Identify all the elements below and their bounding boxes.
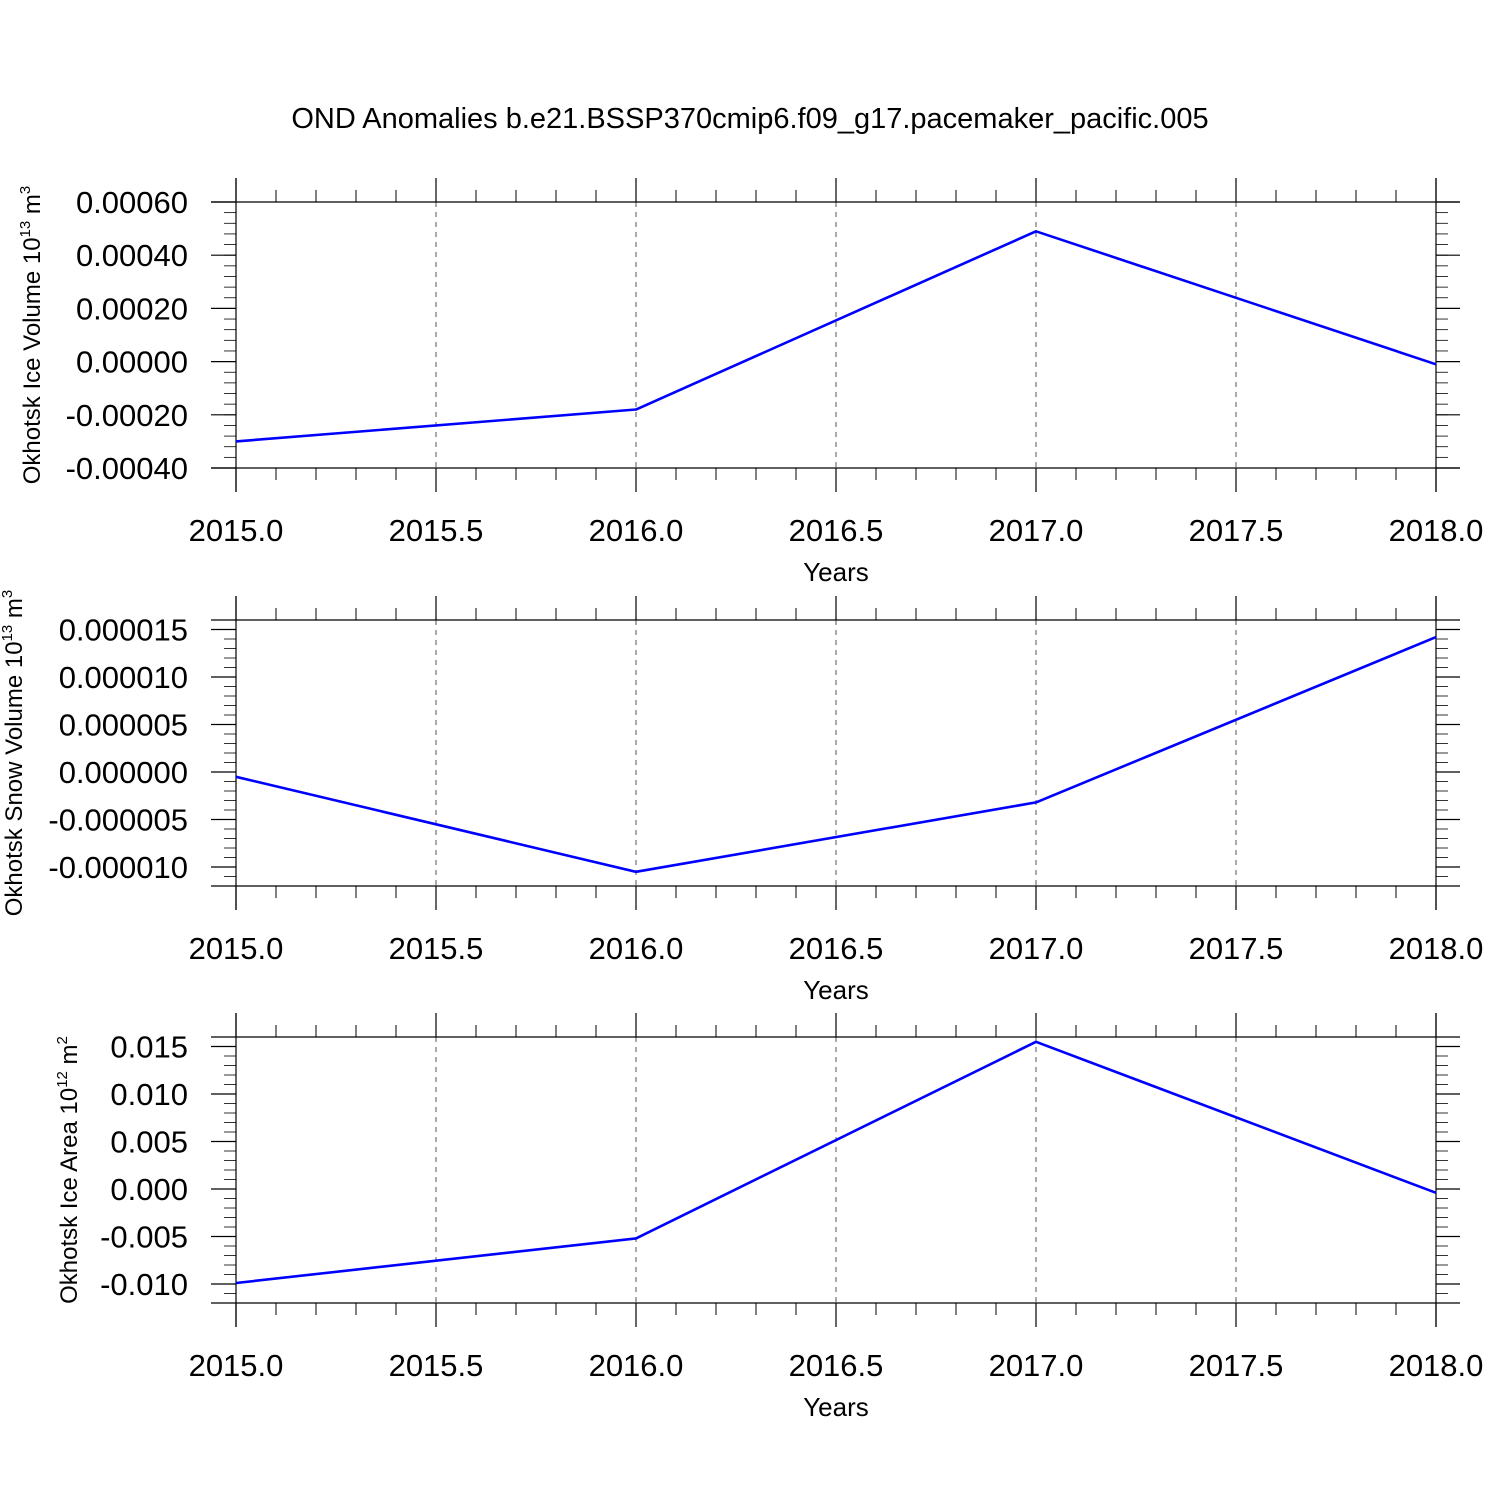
y-tick-label: 0.000 bbox=[110, 1172, 188, 1207]
x-tick-label: 2015.5 bbox=[389, 931, 484, 966]
series-line bbox=[235, 635, 1437, 874]
x-tick-label: 2016.5 bbox=[789, 931, 884, 966]
x-tick-label: 2016.0 bbox=[589, 513, 684, 548]
x-tick-label: 2018.0 bbox=[1389, 513, 1484, 548]
x-tick-label: 2017.5 bbox=[1189, 513, 1284, 548]
y-tick-label: 0.005 bbox=[110, 1125, 188, 1160]
chart-panel-3: -0.010 -0.005 0.000 0.005 0.010 0.015 2015.0 20… bbox=[54, 1013, 1483, 1422]
y-tick-label: 0.000005 bbox=[59, 708, 188, 743]
x-tick-label: 2016.0 bbox=[589, 1348, 684, 1383]
series-line bbox=[235, 1040, 1437, 1285]
y-tick-label: -0.00020 bbox=[66, 398, 188, 433]
y-tick-label: -0.000010 bbox=[48, 850, 188, 885]
x-axis-title: Years bbox=[803, 975, 869, 1005]
y-tick-label: -0.005 bbox=[100, 1220, 188, 1255]
y-tick-label: 0.00000 bbox=[76, 345, 188, 380]
x-tick-label: 2015.0 bbox=[189, 1348, 284, 1383]
x-tick-label: 2017.5 bbox=[1189, 1348, 1284, 1383]
x-tick-label: 2016.0 bbox=[589, 931, 684, 966]
y-tick-label: 0.000015 bbox=[59, 613, 188, 648]
y-tick-label: 0.00040 bbox=[76, 238, 188, 273]
x-tick-label: 2017.5 bbox=[1189, 931, 1284, 966]
y-tick-label: 0.010 bbox=[110, 1077, 188, 1112]
y-tick-label: 0.000010 bbox=[59, 660, 188, 695]
y-tick-label: -0.00040 bbox=[66, 451, 188, 486]
y-axis-title: Okhotsk Ice Volume 1013 m3 bbox=[17, 186, 46, 485]
x-axis-title: Years bbox=[803, 1392, 869, 1422]
x-axis-title: Years bbox=[803, 557, 869, 587]
x-tick-label: 2015.5 bbox=[389, 1348, 484, 1383]
y-tick-label: 0.000000 bbox=[59, 755, 188, 790]
y-tick-label: 0.00020 bbox=[76, 291, 188, 326]
series-line bbox=[235, 230, 1437, 443]
panels: -0.00040 -0.00020 0.00000 0.00020 0.00040 0.0… bbox=[0, 178, 1483, 1422]
chart-panel-1: -0.00040 -0.00020 0.00000 0.00020 0.00040 0.0… bbox=[17, 178, 1483, 587]
x-tick-label: 2017.0 bbox=[989, 931, 1084, 966]
y-tick-label: -0.010 bbox=[100, 1267, 188, 1302]
y-tick-label: -0.000005 bbox=[48, 803, 188, 838]
chart-panel-2: -0.000010 -0.000005 0.000000 0.000005 0.0000… bbox=[0, 590, 1483, 1005]
x-tick-label: 2016.5 bbox=[789, 513, 884, 548]
x-tick-label: 2016.5 bbox=[789, 1348, 884, 1383]
y-axis-title: Okhotsk Ice Area 1012 m2 bbox=[54, 1036, 83, 1304]
x-tick-label: 2015.0 bbox=[189, 513, 284, 548]
x-tick-label: 2017.0 bbox=[989, 513, 1084, 548]
x-tick-label: 2017.0 bbox=[989, 1348, 1084, 1383]
y-tick-label: 0.00060 bbox=[76, 185, 188, 220]
figure-title: OND Anomalies b.e21.BSSP370cmip6.f09_g17… bbox=[291, 103, 1208, 135]
y-axis-title: Okhotsk Snow Volume 1013 m3 bbox=[0, 590, 28, 917]
x-tick-label: 2015.0 bbox=[189, 931, 284, 966]
x-tick-label: 2018.0 bbox=[1389, 1348, 1484, 1383]
x-tick-label: 2015.5 bbox=[389, 513, 484, 548]
y-tick-label: 0.015 bbox=[110, 1030, 188, 1065]
x-tick-label: 2018.0 bbox=[1389, 931, 1484, 966]
